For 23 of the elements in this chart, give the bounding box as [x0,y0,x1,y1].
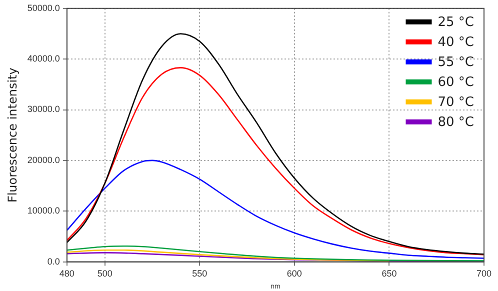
line-series [66,249,390,262]
line-series [66,33,484,255]
x-tick-label: 500 [97,268,112,279]
x-tick-label: 600 [286,268,302,279]
y-tick-label: 0.0 [47,256,60,266]
y-tick-label: 40000.0 [27,54,60,64]
legend-label: 40 °C [438,34,474,50]
y-tick-label: 10000.0 [27,206,60,216]
line-series [66,67,484,256]
y-axis-title: Fluorescence intensity [5,68,20,203]
legend-label: 60 °C [438,74,474,90]
x-tick-label: 480 [59,268,74,279]
y-tick-label: 20000.0 [27,154,60,165]
y-tick-label: 50000.0 [27,2,60,13]
legend-label: 25 °C [438,14,474,30]
line-series [66,160,484,259]
x-tick-label: 550 [192,268,208,279]
x-tick-label: 700 [476,268,492,279]
legend-label: 80 °C [438,114,474,130]
y-tick-label: 30000.0 [27,104,60,114]
x-tick-label: 650 [382,268,397,279]
legend-label: 70 °C [438,94,474,110]
legend-label: 55 °C [438,54,474,70]
